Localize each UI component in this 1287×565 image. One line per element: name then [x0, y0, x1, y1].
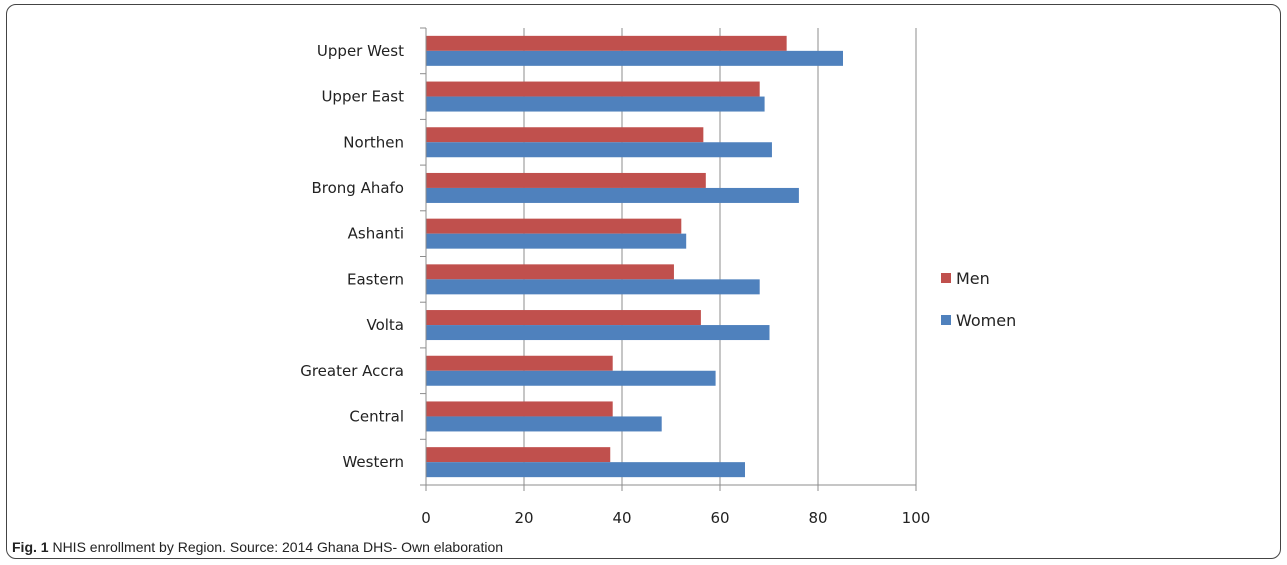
bar-women [426, 187, 799, 203]
bar-women [426, 279, 760, 295]
category-label: Ashanti [348, 225, 404, 243]
bar-men [426, 35, 787, 51]
bar-women [426, 416, 662, 432]
figure-caption: Fig. 1 NHIS enrollment by Region. Source… [12, 539, 503, 555]
bar-women [426, 50, 843, 66]
bar-women [426, 96, 765, 112]
bar-men [426, 355, 613, 371]
category-label: Greater Accra [300, 362, 404, 380]
legend-swatch-women [941, 315, 951, 325]
bar-women [426, 462, 745, 478]
category-label: Northen [343, 133, 404, 151]
x-tick-label: 100 [902, 509, 931, 527]
x-tick-label: 20 [514, 509, 533, 527]
bar-women [426, 370, 716, 386]
bar-women [426, 142, 772, 158]
legend-label-men: Men [956, 269, 990, 288]
bar-men [426, 401, 613, 417]
category-label: Brong Ahafo [311, 179, 404, 197]
axes: 0 20 40 60 80 100 Upper West Upper East Northen B… [300, 27, 931, 527]
bar-men [426, 81, 760, 97]
category-label: Volta [366, 316, 404, 334]
bar-men [426, 264, 674, 280]
category-label: Central [349, 407, 404, 425]
category-label: Western [342, 453, 404, 471]
bar-women [426, 325, 770, 341]
category-label: Eastern [347, 270, 404, 288]
legend: Men Women [941, 269, 1016, 330]
legend-swatch-men [941, 273, 951, 283]
bar-men [426, 447, 611, 463]
legend-label-women: Women [956, 311, 1016, 330]
x-tick-label: 40 [612, 509, 631, 527]
figure-caption-label: Fig. 1 [12, 539, 49, 555]
x-tick-label: 80 [808, 509, 827, 527]
bars [426, 35, 843, 478]
category-label: Upper East [321, 88, 404, 106]
figure-caption-text: NHIS enrollment by Region. Source: 2014 … [52, 539, 504, 555]
x-tick-label: 60 [710, 509, 729, 527]
x-tick-label: 0 [421, 509, 431, 527]
bar-men [426, 172, 706, 188]
bar-men [426, 310, 701, 326]
bar-men [426, 218, 682, 234]
bar-women [426, 233, 687, 249]
bar-men [426, 127, 704, 143]
category-label: Upper West [317, 42, 404, 60]
